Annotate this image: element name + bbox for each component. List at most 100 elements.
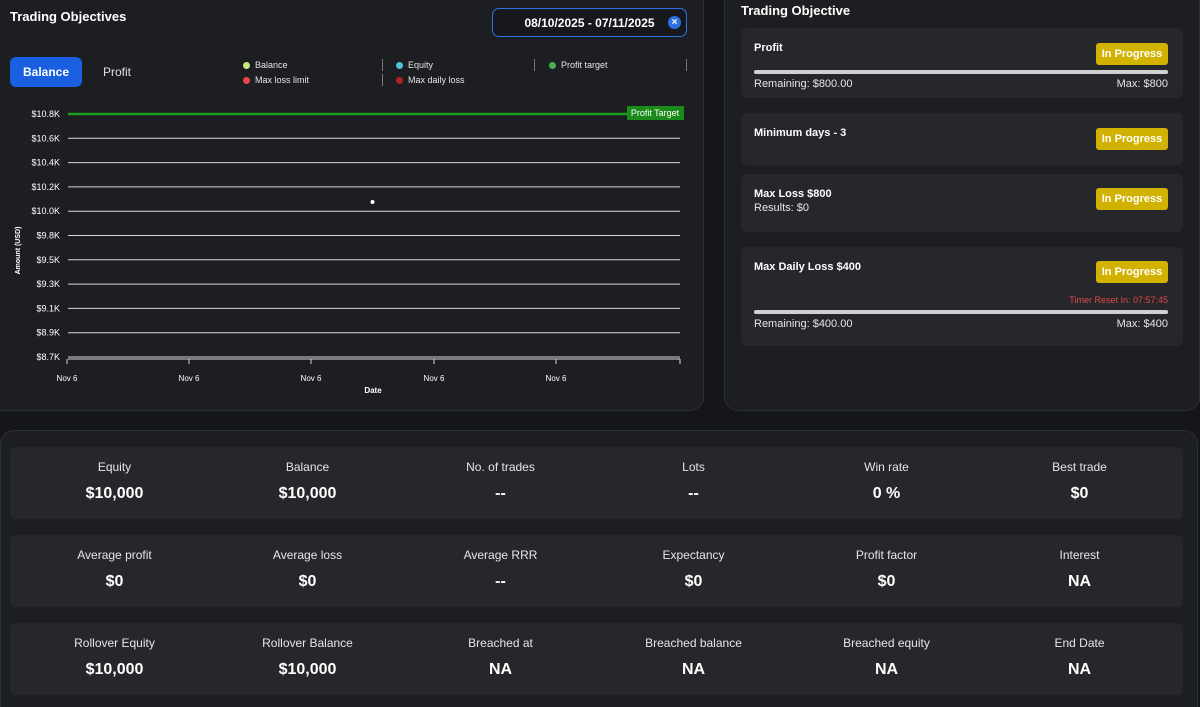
profit-target-label: Profit Target [631, 108, 680, 118]
legend-label: Balance [255, 60, 288, 70]
status-badge: In Progress [1096, 128, 1168, 150]
stat-value: $0 [1070, 485, 1089, 502]
legend-label: Profit target [561, 60, 608, 70]
objective-title: Max Daily Loss $400 [754, 261, 862, 273]
stat-label: Equity [97, 460, 132, 474]
stat-value: -- [495, 573, 506, 590]
tab-balance[interactable]: Balance [10, 57, 82, 87]
stat-label: Average loss [272, 548, 343, 562]
legend-label: Max loss limit [255, 75, 310, 85]
date-range-picker[interactable]: 08/10/2025 - 07/11/2025 × [492, 8, 687, 37]
x-tick-label: Nov 6 [57, 374, 78, 383]
clear-icon[interactable]: × [668, 16, 681, 29]
stat-label: Win rate [864, 460, 909, 474]
stat-cell: Breached equity NA [790, 623, 983, 695]
objectives-title: Trading Objective [741, 3, 851, 18]
stat-label: Interest [1059, 548, 1100, 562]
chart-panel [0, 0, 704, 411]
stat-value: $10,000 [278, 485, 337, 502]
legend-label: Max daily loss [408, 75, 465, 85]
objective-card-max-daily-loss: Max Daily Loss $400 In Progress Timer Re… [741, 247, 1183, 346]
objective-card-minimum-days: Minimum days - 3 In Progress [741, 113, 1183, 165]
y-tick-label: $8.9K [36, 328, 60, 338]
stat-value: NA [681, 661, 706, 678]
progress-bar [754, 310, 1168, 314]
legend-balance[interactable]: Balance [243, 60, 288, 70]
stat-cell: Lots -- [597, 447, 790, 519]
legend-label: Equity [408, 60, 434, 70]
stat-label: End Date [1054, 636, 1105, 650]
objective-results: Results: $0 [754, 202, 810, 214]
legend-dot [396, 76, 403, 84]
objective-card-max-loss: Max Loss $800 Results: $0 In Progress [741, 174, 1183, 232]
stats-row: Equity $10,000 Balance $10,000 No. of trades… [10, 447, 1183, 519]
tab-profit[interactable]: Profit [102, 65, 131, 79]
stat-cell: Best trade $0 [983, 447, 1176, 519]
remaining-amount: Remaining: $800.00 [754, 78, 853, 90]
y-tick-label: $10.0K [31, 206, 60, 216]
max-amount: Max: $800 [1116, 78, 1168, 90]
y-tick-label: $8.7K [36, 352, 60, 362]
stat-value: $0 [877, 573, 896, 590]
x-tick-label: Nov 6 [546, 374, 567, 383]
stat-value: $0 [105, 573, 124, 590]
x-tick-label: Nov 6 [424, 374, 445, 383]
y-tick-label: $10.4K [31, 158, 60, 168]
stat-cell: Profit factor $0 [790, 535, 983, 607]
y-tick-label: $9.3K [36, 279, 60, 289]
stat-cell: Equity $10,000 [18, 447, 211, 519]
page-title: Trading Objectives [10, 9, 127, 24]
stat-label: No. of trades [466, 460, 535, 474]
remaining-amount: Remaining: $400.00 [754, 318, 853, 330]
legend-dot [549, 61, 556, 69]
stat-cell: Breached at NA [404, 623, 597, 695]
objective-title: Profit [754, 42, 783, 54]
stat-value: $10,000 [85, 661, 144, 678]
stat-value: $10,000 [278, 661, 337, 678]
stat-value: $10,000 [85, 485, 144, 502]
legend-divider [382, 74, 383, 86]
objective-card-profit: Profit In Progress Remaining: $800.00 Ma… [741, 28, 1183, 98]
stat-value: NA [488, 661, 513, 678]
stat-cell: Rollover Balance $10,000 [211, 623, 404, 695]
legend-profit-target[interactable]: Profit target [549, 60, 608, 70]
stat-label: Balance [285, 460, 330, 474]
stat-value: -- [495, 485, 506, 502]
progress-fill [754, 70, 1168, 74]
stat-label: Expectancy [662, 548, 725, 562]
stat-cell: Win rate 0 % [790, 447, 983, 519]
stat-value: NA [874, 661, 899, 678]
status-badge: In Progress [1096, 43, 1168, 65]
stat-label: Breached balance [645, 636, 742, 650]
stat-label: Lots [682, 460, 705, 474]
legend-equity[interactable]: Equity [396, 60, 433, 70]
x-tick-label: Nov 6 [301, 374, 322, 383]
stat-cell: End Date NA [983, 623, 1176, 695]
y-axis-title: Amount (USD) [15, 227, 22, 275]
legend-divider [382, 59, 383, 71]
stat-cell: Average profit $0 [18, 535, 211, 607]
profit-target-tag [627, 106, 684, 120]
date-range-value: 08/10/2025 - 07/11/2025 [524, 15, 655, 30]
objective-title: Minimum days - 3 [754, 127, 847, 139]
stat-label: Breached equity [843, 636, 930, 650]
stat-label: Rollover Equity [74, 636, 155, 650]
stat-label: Average RRR [463, 548, 538, 562]
legend-divider [534, 59, 535, 71]
x-tick-label: Nov 6 [179, 374, 200, 383]
legend-max-daily-loss[interactable]: Max daily loss [396, 75, 465, 85]
legend-max-loss-limit[interactable]: Max loss limit [243, 75, 309, 85]
stat-label: Best trade [1052, 460, 1107, 474]
stat-value: $0 [298, 573, 317, 590]
y-tick-label: $10.6K [31, 133, 60, 143]
y-tick-label: $10.2K [31, 182, 60, 192]
stats-row: Average profit $0 Average loss $0 Average RR… [10, 535, 1183, 607]
stat-cell: Average RRR -- [404, 535, 597, 607]
legend-dot [243, 61, 250, 69]
stat-label: Rollover Balance [262, 636, 353, 650]
legend-dot [396, 61, 403, 69]
progress-fill [754, 310, 1168, 314]
stat-label: Profit factor [855, 548, 918, 562]
legend-dot [243, 76, 250, 84]
y-tick-label: $9.8K [36, 231, 60, 241]
